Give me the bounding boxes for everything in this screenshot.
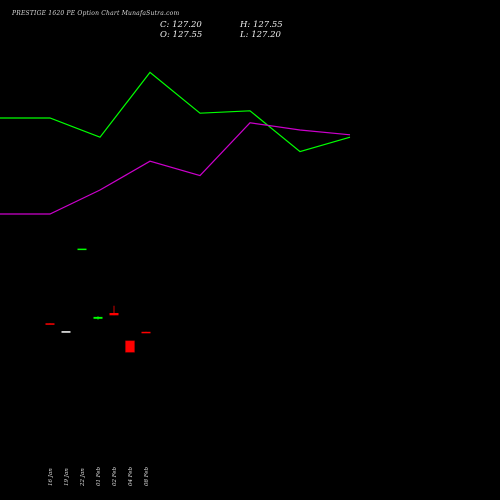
x-tick-label: 02 Feb — [112, 466, 118, 486]
close-label: C: 127.20 — [160, 20, 202, 30]
x-tick-label: 01 Feb — [96, 466, 102, 486]
candle-body — [109, 313, 119, 316]
green-line-series — [0, 71, 351, 153]
open-label: O: 127.55 — [160, 30, 203, 40]
x-tick-label: 22 Jan — [80, 468, 86, 487]
x-tick-label: 19 Jan — [64, 468, 70, 486]
x-tick-label: 08 Feb — [144, 466, 150, 486]
x-tick-label: 16 Jan — [48, 468, 54, 486]
candle-body — [141, 331, 151, 334]
high-label: H: 127.55 — [240, 20, 283, 30]
x-tick-label: 04 Feb — [128, 466, 134, 486]
candle-body — [45, 323, 55, 325]
candle-body — [93, 316, 103, 319]
candle-body — [61, 331, 71, 333]
low-label: L: 127.20 — [240, 30, 281, 40]
candle-body — [77, 248, 87, 251]
candle-body — [125, 340, 135, 353]
chart-title: PRESTIGE 1620 PE Option Chart MunafaSutr… — [12, 10, 180, 17]
magenta-line-series — [0, 122, 351, 215]
